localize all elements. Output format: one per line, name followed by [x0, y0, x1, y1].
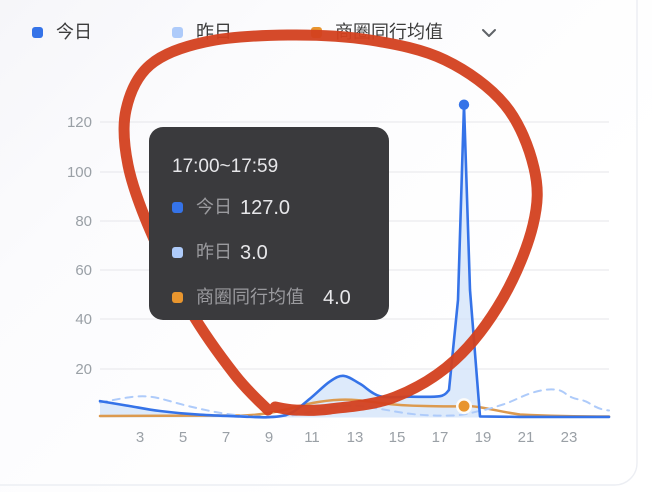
svg-text:127.0: 127.0	[240, 197, 290, 219]
svg-text:80: 80	[75, 213, 92, 230]
svg-text:15: 15	[389, 429, 406, 446]
svg-text:21: 21	[518, 429, 535, 446]
svg-text:60: 60	[75, 262, 92, 279]
svg-text:13: 13	[347, 429, 364, 446]
svg-text:17: 17	[432, 429, 449, 446]
svg-text:今日: 今日	[56, 22, 92, 42]
svg-text:19: 19	[475, 429, 492, 446]
svg-text:40: 40	[75, 311, 92, 328]
svg-text:120: 120	[67, 114, 92, 131]
svg-text:3: 3	[136, 429, 144, 446]
svg-text:20: 20	[75, 361, 92, 378]
svg-text:100: 100	[67, 164, 92, 181]
svg-text:7: 7	[222, 429, 230, 446]
svg-text:17:00~17:59: 17:00~17:59	[172, 156, 278, 177]
svg-text:5: 5	[179, 429, 187, 446]
svg-text:11: 11	[304, 429, 320, 446]
svg-text:昨日: 昨日	[196, 242, 232, 262]
svg-text:23: 23	[561, 429, 578, 446]
svg-text:9: 9	[265, 429, 273, 446]
svg-text:4.0: 4.0	[323, 287, 351, 309]
svg-text:3.0: 3.0	[240, 242, 268, 264]
svg-text:商圈同行均值: 商圈同行均值	[196, 287, 304, 307]
svg-text:今日: 今日	[196, 197, 232, 217]
